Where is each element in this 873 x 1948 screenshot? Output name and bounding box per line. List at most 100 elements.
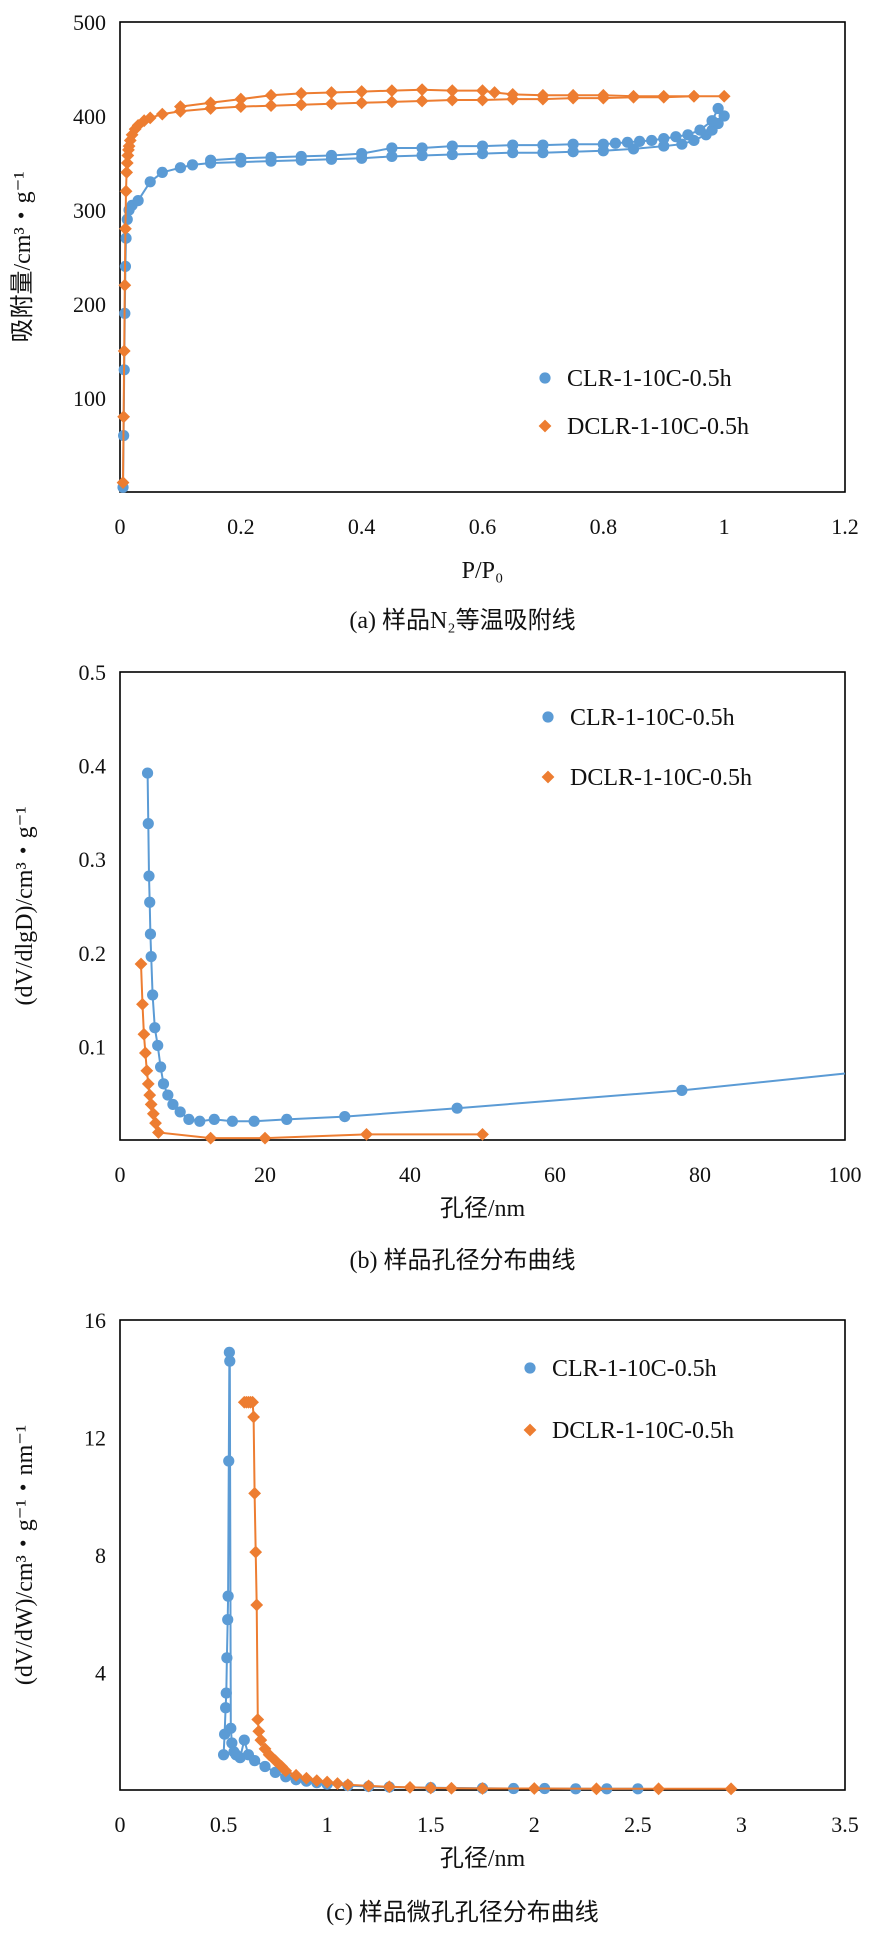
data-point — [386, 142, 398, 154]
legend-marker — [524, 1362, 536, 1374]
data-point — [536, 88, 550, 102]
x-tick-label: 0 — [115, 1812, 126, 1837]
data-point — [590, 1782, 603, 1796]
data-point — [205, 154, 217, 166]
series-dclr — [237, 1395, 738, 1796]
data-point — [234, 100, 248, 113]
data-point — [507, 139, 519, 151]
data-point — [403, 1780, 417, 1794]
legend-marker — [541, 770, 555, 784]
data-point — [167, 1098, 179, 1111]
x-tick-label: 100 — [829, 1162, 862, 1187]
data-point — [445, 1781, 458, 1795]
data-point — [445, 93, 459, 107]
data-point — [152, 1039, 164, 1052]
data-point — [137, 1027, 151, 1041]
data-point — [226, 1115, 238, 1127]
data-point — [125, 128, 139, 142]
data-point — [144, 928, 157, 940]
data-point — [174, 100, 187, 113]
data-point — [279, 1764, 293, 1778]
x-tick-label: 20 — [254, 1162, 276, 1187]
x-tick-label: 0.2 — [227, 514, 255, 539]
data-point — [446, 148, 458, 161]
y-tick-label: 200 — [73, 292, 106, 317]
data-point — [144, 896, 156, 908]
data-point — [249, 1545, 263, 1559]
x-tick-label: 3 — [736, 1812, 747, 1837]
legend-label: DCLR-1-10C-0.5h — [567, 414, 749, 440]
data-point — [300, 1771, 313, 1785]
x-tick-label: 2 — [529, 1812, 540, 1837]
data-point — [152, 1126, 165, 1139]
series-clr — [217, 1346, 644, 1795]
data-point — [310, 1774, 324, 1787]
data-point — [488, 86, 501, 99]
y-axis-label: 吸附量/cm³・g⁻¹ — [9, 171, 36, 342]
x-tick-label: 1 — [719, 514, 730, 539]
data-point — [446, 140, 458, 152]
data-point — [140, 1064, 154, 1078]
data-point — [250, 1598, 264, 1612]
y-tick-label: 0.5 — [79, 660, 107, 685]
x-tick-label: 0.8 — [590, 514, 618, 539]
data-point — [141, 1077, 155, 1091]
data-point — [687, 89, 701, 103]
data-point — [118, 278, 132, 292]
data-point — [134, 957, 148, 971]
data-point — [325, 97, 338, 111]
data-point — [131, 119, 145, 132]
x-tick-label: 1 — [322, 1812, 333, 1837]
data-point — [128, 122, 142, 136]
data-point — [264, 99, 278, 113]
figure-caption: (b) 样品孔径分布曲线 — [350, 1247, 576, 1274]
series-clr — [117, 102, 730, 493]
legend-label: CLR-1-10C-0.5h — [552, 1356, 717, 1382]
y-tick-label: 400 — [73, 104, 106, 129]
data-point — [289, 1768, 303, 1782]
data-point — [142, 818, 154, 830]
legend-marker — [542, 711, 554, 723]
data-point — [222, 1614, 234, 1626]
legend-label: CLR-1-10C-0.5h — [570, 705, 735, 731]
data-point — [325, 86, 338, 99]
data-point — [136, 997, 149, 1011]
data-point — [238, 1734, 250, 1746]
plot-frame — [119, 671, 846, 1141]
data-point — [208, 1113, 220, 1126]
data-point — [141, 767, 154, 779]
data-point — [415, 83, 429, 97]
data-point — [339, 1111, 351, 1123]
data-point — [451, 1102, 463, 1114]
data-point — [537, 139, 549, 151]
data-point — [652, 1782, 665, 1796]
data-point — [265, 151, 277, 163]
data-point — [204, 1131, 218, 1145]
chart-panel-a: 0 0.2 0.4 0.6 0.8 1 1.2 100 200 300 400 500 P/P₀ 吸附量/… — [9, 10, 859, 634]
data-point — [120, 156, 134, 170]
y-tick-label: 8 — [95, 1543, 106, 1568]
data-point — [220, 1687, 232, 1699]
data-point — [415, 94, 429, 108]
data-point — [476, 140, 489, 152]
data-point — [119, 184, 133, 198]
data-point — [143, 111, 157, 125]
data-point — [382, 1780, 396, 1794]
data-point — [718, 110, 730, 122]
data-point — [143, 870, 155, 882]
data-point — [633, 135, 646, 147]
data-point — [355, 96, 369, 110]
y-tick-label: 0.3 — [79, 847, 107, 872]
data-point — [246, 1395, 259, 1409]
data-point — [724, 1782, 738, 1796]
data-point — [682, 129, 694, 141]
data-point — [325, 149, 338, 162]
data-point — [717, 89, 731, 103]
y-tick-label: 500 — [73, 10, 106, 35]
data-point — [621, 136, 634, 148]
data-point — [116, 476, 130, 489]
data-point — [156, 166, 168, 178]
y-tick-label: 100 — [73, 386, 106, 411]
data-point — [248, 1115, 260, 1127]
data-point — [646, 134, 658, 147]
